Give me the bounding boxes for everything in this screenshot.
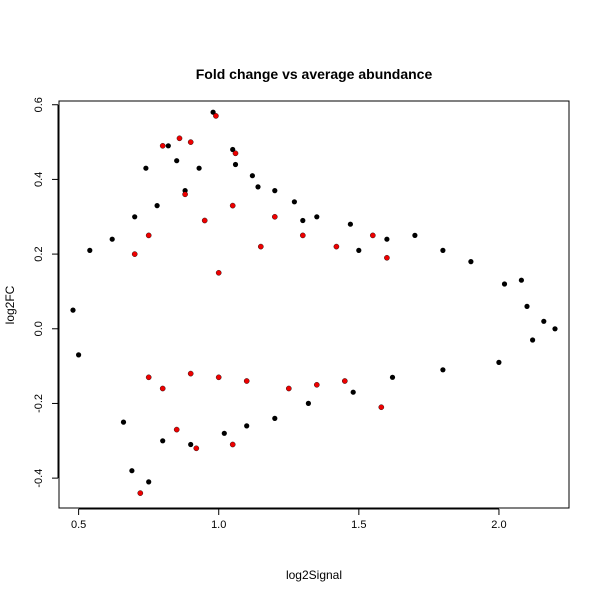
red-point: [159, 142, 166, 149]
y-tick-label: -0.2: [33, 394, 45, 413]
black-point: [244, 423, 250, 429]
black-point: [496, 359, 502, 365]
red-point: [384, 254, 390, 261]
red-point: [341, 378, 348, 384]
black-point: [440, 367, 446, 373]
red-point: [215, 374, 222, 381]
black-point: [468, 259, 474, 265]
black-point: [230, 146, 236, 153]
x-tick-label: 1.5: [351, 519, 366, 531]
red-point: [213, 113, 219, 119]
black-point: [350, 389, 356, 395]
red-point: [145, 374, 152, 381]
red-point: [176, 135, 183, 142]
black-point: [272, 188, 278, 194]
black-point: [146, 479, 152, 485]
black-point: [255, 184, 261, 190]
axes-layer: 0.5 1.0 1.5 2.0 -0.4 -0.2 0.0 0.2 0.4 0.6: [33, 97, 507, 531]
black-point: [120, 419, 127, 425]
red-point: [232, 150, 239, 157]
red-point: [333, 243, 340, 250]
black-point: [440, 247, 446, 253]
red-point: [229, 202, 236, 209]
black-point: [143, 165, 149, 171]
chart-title: Fold change vs average abundance: [196, 66, 433, 82]
plot-frame: [58, 100, 570, 509]
black-point: [291, 199, 297, 205]
x-tick-label: 1.0: [211, 519, 226, 531]
red-point: [201, 217, 208, 224]
black-point: [70, 307, 76, 313]
x-axis-label: log2Signal: [286, 568, 342, 582]
black-point: [524, 303, 530, 309]
red-point: [257, 243, 264, 250]
red-point: [313, 381, 320, 388]
red-point: [145, 232, 152, 239]
black-point: [384, 236, 390, 242]
black-point: [249, 173, 255, 179]
black-point: [356, 247, 362, 253]
red-point: [173, 426, 180, 433]
red-point: [137, 490, 144, 496]
red-point: [193, 445, 200, 452]
black-point: [210, 109, 216, 115]
black-point: [305, 400, 311, 406]
black-point: [272, 415, 278, 421]
y-axis-label: log2FC: [3, 285, 17, 324]
red-point: [182, 191, 188, 198]
black-point: [501, 281, 508, 287]
black-point: [552, 326, 558, 332]
black-point: [347, 221, 353, 227]
red-point: [271, 213, 278, 220]
red-point: [378, 404, 385, 411]
red-point: [131, 251, 138, 257]
black-point: [165, 143, 171, 149]
black-point: [232, 161, 239, 168]
black-point: [541, 318, 547, 324]
x-tick-label: 0.5: [71, 519, 86, 531]
y-tick-label: 0.2: [33, 246, 45, 261]
black-point: [109, 236, 115, 242]
black-point: [221, 430, 227, 436]
black-point: [154, 203, 160, 209]
y-tick-label: 0.6: [33, 97, 45, 112]
red-point: [299, 232, 306, 239]
black-point: [132, 214, 138, 220]
red-point: [187, 139, 194, 145]
red-point: [159, 385, 166, 392]
points-layer: [70, 109, 558, 496]
black-point: [76, 352, 82, 358]
y-tick-label: 0.4: [33, 172, 45, 187]
black-point: [389, 374, 396, 380]
black-point: [160, 438, 166, 444]
black-point: [530, 337, 536, 343]
red-point: [285, 385, 292, 392]
black-point: [188, 441, 194, 448]
black-point: [129, 468, 135, 474]
y-tick-label: 0.0: [33, 321, 45, 336]
x-tick-label: 2.0: [491, 519, 506, 531]
red-point: [187, 370, 194, 377]
black-point: [87, 247, 93, 253]
black-point: [314, 214, 320, 220]
black-point: [412, 232, 418, 238]
black-point: [174, 158, 180, 164]
red-point: [243, 378, 250, 384]
black-point: [196, 165, 202, 171]
red-point: [369, 232, 376, 239]
red-point: [229, 441, 236, 448]
y-tick-label: -0.4: [33, 469, 45, 488]
black-point: [300, 217, 306, 224]
red-point: [215, 269, 222, 276]
black-point: [518, 277, 525, 283]
